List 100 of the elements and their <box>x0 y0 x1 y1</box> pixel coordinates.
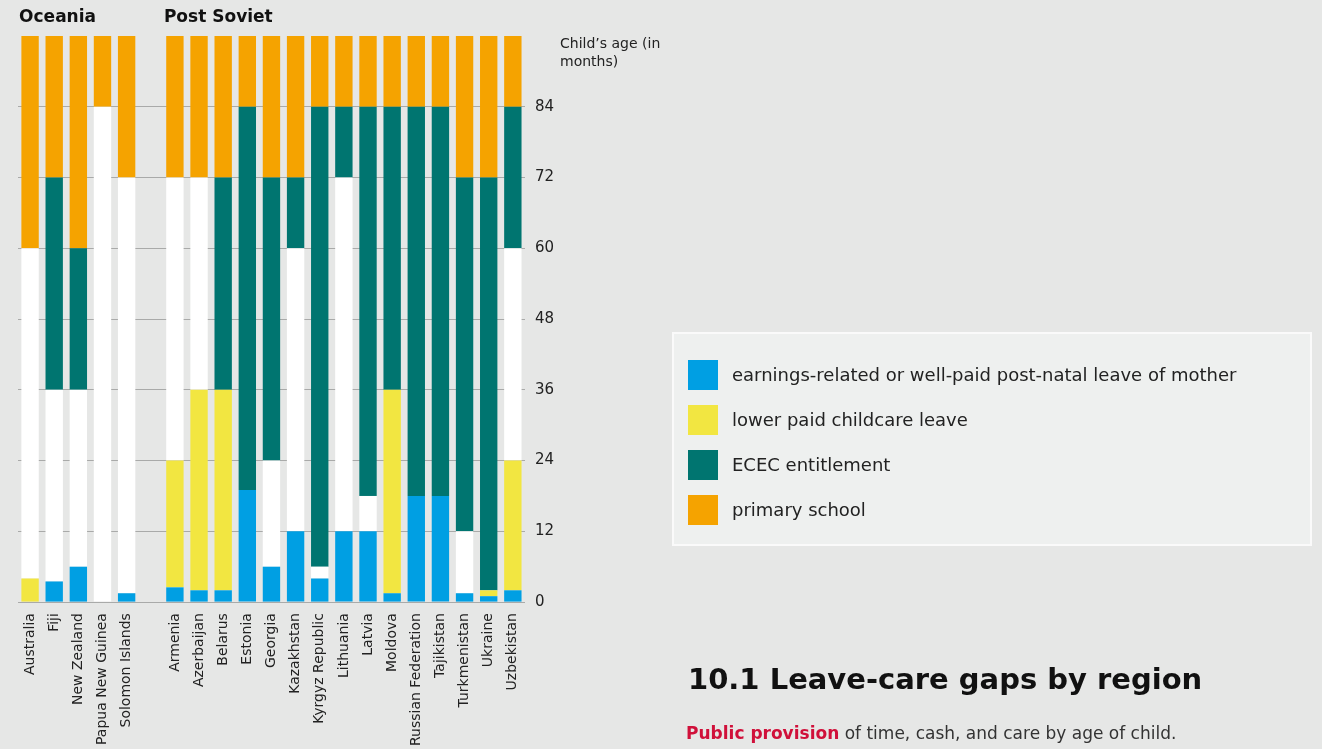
bar <box>21 36 39 249</box>
bar <box>383 593 401 602</box>
x-tick-label: Solomon Islands <box>117 613 134 728</box>
x-tick-label: Moldova <box>382 613 399 672</box>
bar <box>455 593 474 602</box>
bar <box>238 106 257 491</box>
bar <box>214 177 232 390</box>
bar <box>214 389 232 591</box>
bar <box>480 36 498 178</box>
x-tick-label: Kyrgyz Republic <box>310 613 327 724</box>
bar <box>262 566 281 602</box>
y-tick-label: 48 <box>534 308 555 327</box>
bar <box>504 248 522 461</box>
bar <box>262 460 281 567</box>
bar <box>480 177 498 591</box>
y-tick-label: 36 <box>534 379 555 398</box>
bar <box>166 36 184 178</box>
bar <box>214 36 232 178</box>
bar <box>311 106 329 567</box>
bar <box>407 495 425 602</box>
y-axis-title: Child’s age (in months) <box>560 34 662 70</box>
x-tick-label: Armenia <box>165 613 182 672</box>
bar <box>238 490 257 602</box>
bar <box>69 36 88 249</box>
bar <box>311 36 329 107</box>
y-tick-label: 60 <box>534 238 555 257</box>
bar <box>455 36 474 178</box>
x-tick-label: Estonia <box>237 613 254 665</box>
bar <box>262 177 281 461</box>
bar <box>93 36 112 107</box>
bar <box>504 106 522 249</box>
y-tick-label: 24 <box>534 450 555 469</box>
legend-label: earnings-related or well-paid post-natal leave of mother <box>732 364 1237 385</box>
bar <box>504 460 522 591</box>
bar <box>117 593 136 602</box>
bar <box>190 36 208 178</box>
bar <box>431 495 450 602</box>
bar <box>383 106 401 390</box>
bar <box>45 177 63 390</box>
x-tick-label: Turkmenistan <box>455 613 472 709</box>
x-tick-label: Azerbaijan <box>189 613 206 688</box>
y-tick-label: 72 <box>534 167 555 186</box>
x-tick-label: Ukraine <box>479 613 496 668</box>
x-tick-label: Belarus <box>213 613 230 666</box>
legend-label: primary school <box>732 499 866 520</box>
bar <box>455 531 474 594</box>
bar <box>335 36 353 107</box>
bar <box>407 36 425 107</box>
bar <box>21 578 39 602</box>
bar <box>359 531 377 602</box>
bar <box>214 590 232 602</box>
text: Public provision of time, cash, and care by age of child. <box>686 723 1177 743</box>
bar <box>117 36 136 178</box>
x-tick-label: Kazakhstan <box>286 613 303 694</box>
x-tick-label: Papua New Guinea <box>93 613 110 745</box>
bar <box>407 106 425 496</box>
bar <box>45 36 63 178</box>
text: 10.1 Leave-care gaps by region <box>688 662 1203 696</box>
bar <box>190 389 208 591</box>
x-tick-label: Fiji <box>44 613 61 632</box>
x-tick-label: Georgia <box>262 613 279 668</box>
x-tick-label: Latvia <box>358 613 375 656</box>
bar <box>311 578 329 602</box>
bar <box>45 389 63 582</box>
bar <box>359 106 377 496</box>
bar <box>69 248 88 390</box>
text: Post Soviet <box>163 6 273 27</box>
bar <box>286 36 305 178</box>
bar <box>166 587 184 602</box>
bar <box>504 36 522 107</box>
bar <box>431 36 450 107</box>
x-tick-label: Uzbekistan <box>503 613 520 691</box>
bar <box>69 566 88 602</box>
bar <box>21 248 39 579</box>
x-tick-label: New Zealand <box>68 613 85 706</box>
bar <box>311 566 329 579</box>
y-tick-label: 84 <box>534 96 555 115</box>
bar <box>359 36 377 107</box>
bar <box>286 177 305 249</box>
bar <box>431 106 450 496</box>
bar <box>480 590 498 597</box>
bar <box>359 495 377 532</box>
bar <box>93 106 112 602</box>
x-tick-label: Australia <box>20 613 37 676</box>
x-tick-label: Lithuania <box>334 613 351 678</box>
x-tick-label: Tajikistan <box>431 613 448 679</box>
bar <box>383 36 401 107</box>
bar <box>190 177 208 390</box>
x-tick-label: Russian Federation <box>406 613 423 746</box>
bar <box>166 177 184 461</box>
bar <box>117 177 136 594</box>
bar <box>335 106 353 178</box>
bar <box>335 531 353 602</box>
bar <box>286 248 305 532</box>
legend-label: lower paid childcare leave <box>732 409 968 430</box>
bar <box>286 531 305 602</box>
bar <box>262 36 281 178</box>
bar <box>455 177 474 532</box>
bar <box>190 590 208 602</box>
bar <box>166 460 184 588</box>
